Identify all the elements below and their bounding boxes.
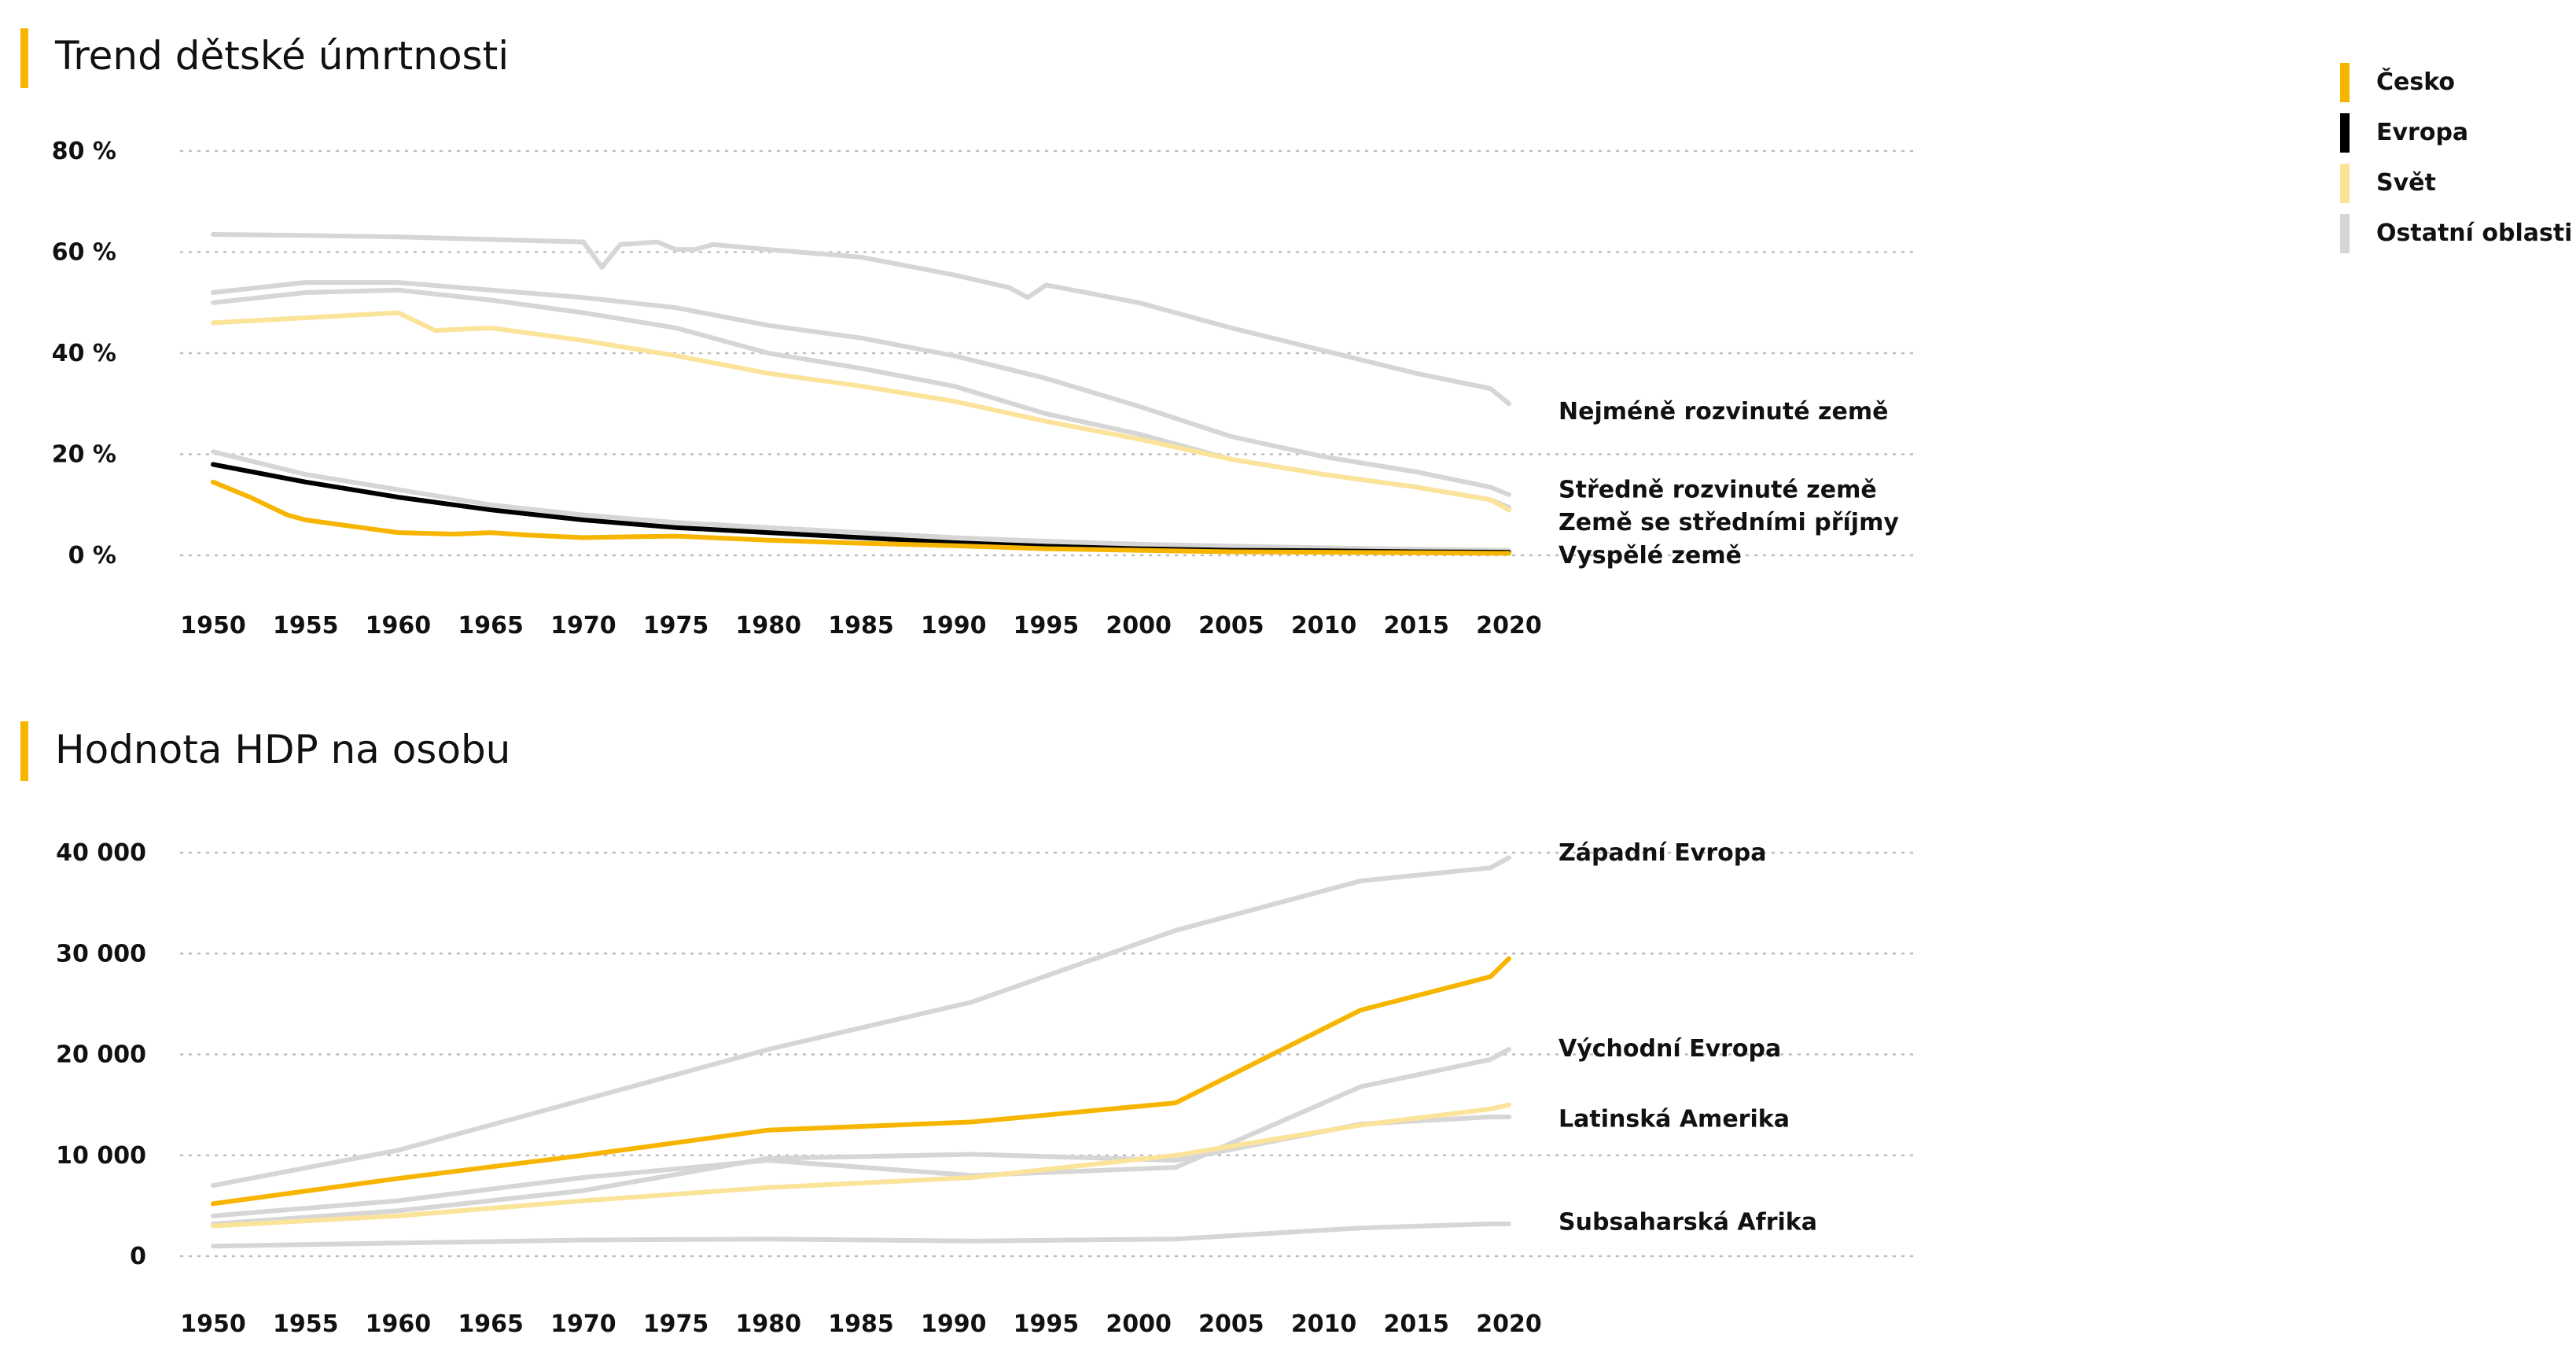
series-line-middle-developed bbox=[211, 280, 1511, 497]
x-tick-label: 1990 bbox=[921, 612, 987, 639]
x-tick-label: 1995 bbox=[1014, 612, 1080, 639]
x-tick-label: 2005 bbox=[1198, 612, 1264, 639]
x-tick-label: 2010 bbox=[1291, 1310, 1357, 1338]
chart1-title: Trend dětské úmrtnosti bbox=[54, 33, 509, 79]
series-end-label: Vyspělé země bbox=[1558, 542, 1742, 569]
y-tick-label: 20 000 bbox=[56, 1041, 146, 1069]
x-tick-label: 1980 bbox=[736, 1310, 802, 1338]
series-end-label: Subsaharská Afrika bbox=[1558, 1208, 1817, 1236]
x-tick-label: 2020 bbox=[1476, 1310, 1542, 1338]
child-mortality-chart: 0 % 20 % 40 % 60 % 80 % 1950 1955 1960 1965 1970 1… bbox=[52, 138, 1914, 639]
x-tick-label: 1990 bbox=[921, 1310, 987, 1338]
series-line-cesko bbox=[211, 956, 1511, 1207]
series-line-subsaharska-afrika bbox=[211, 1222, 1511, 1249]
series-end-label: Východní Evropa bbox=[1558, 1035, 1781, 1063]
series-line-cesko bbox=[211, 479, 1511, 556]
x-tick-label: 1950 bbox=[180, 1310, 246, 1338]
y-tick-label: 60 % bbox=[52, 239, 116, 267]
legend-swatch bbox=[2340, 63, 2350, 102]
y-tick-label: 80 % bbox=[52, 138, 116, 165]
x-tick-label: 2005 bbox=[1198, 1310, 1264, 1338]
legend: Česko Evropa Svět Ostatní oblasti bbox=[2340, 63, 2572, 253]
series-line-least-developed bbox=[211, 232, 1511, 407]
chart1-title-accent-bar bbox=[20, 28, 28, 88]
series-line-evropa bbox=[211, 462, 1511, 555]
legend-label: Ostatní oblasti bbox=[2376, 219, 2572, 247]
x-tick-label: 2015 bbox=[1384, 612, 1450, 639]
series-line-latinska-amerika bbox=[211, 1115, 1511, 1226]
x-tick-label: 2010 bbox=[1291, 612, 1357, 639]
y-tick-label: 20 % bbox=[52, 441, 116, 469]
x-tick-label: 1960 bbox=[366, 612, 432, 639]
x-tick-label: 1955 bbox=[273, 612, 339, 639]
x-tick-label: 2020 bbox=[1476, 612, 1542, 639]
x-tick-label: 1980 bbox=[736, 612, 802, 639]
legend-label: Svět bbox=[2376, 169, 2436, 197]
x-tick-label: 1970 bbox=[550, 1310, 616, 1338]
y-tick-label: 10 000 bbox=[56, 1142, 146, 1170]
y-tick-label: 40 % bbox=[52, 340, 116, 367]
y-tick-label: 40 000 bbox=[56, 839, 146, 867]
x-tick-label: 1965 bbox=[458, 612, 524, 639]
series-end-label: Středně rozvinuté země bbox=[1558, 476, 1877, 503]
x-tick-label: 2015 bbox=[1384, 1310, 1450, 1338]
series-line-svet bbox=[211, 310, 1511, 513]
y-tick-label: 0 bbox=[130, 1243, 146, 1270]
legend-label: Evropa bbox=[2376, 119, 2468, 146]
y-tick-label: 0 % bbox=[68, 542, 116, 569]
legend-swatch bbox=[2340, 214, 2350, 253]
legend-swatch bbox=[2340, 164, 2350, 203]
series-end-label: Západní Evropa bbox=[1558, 839, 1766, 867]
series-end-label: Latinská Amerika bbox=[1558, 1106, 1790, 1133]
series-end-label: Nejméně rozvinuté země bbox=[1558, 398, 1888, 426]
x-tick-label: 1995 bbox=[1014, 1310, 1080, 1338]
x-tick-label: 1965 bbox=[458, 1310, 524, 1338]
x-tick-label: 1975 bbox=[643, 1310, 709, 1338]
chart2-title: Hodnota HDP na osobu bbox=[55, 727, 510, 772]
x-tick-label: 1950 bbox=[180, 612, 246, 639]
series-line-svet bbox=[211, 1102, 1511, 1229]
x-tick-label: 2000 bbox=[1106, 612, 1172, 639]
x-tick-label: 1985 bbox=[828, 612, 894, 639]
legend-swatch bbox=[2340, 113, 2350, 153]
y-tick-label: 30 000 bbox=[56, 940, 146, 967]
x-tick-label: 1970 bbox=[550, 612, 616, 639]
series-line-developed bbox=[211, 449, 1511, 553]
chart2-title-accent-bar bbox=[20, 721, 28, 781]
gdp-per-capita-chart: 0 10 000 20 000 30 000 40 000 1950 1955 1960 196… bbox=[56, 839, 1914, 1338]
legend-label: Česko bbox=[2376, 67, 2455, 96]
x-tick-label: 2000 bbox=[1106, 1310, 1172, 1338]
series-line-zapadni-evropa bbox=[211, 855, 1511, 1189]
x-tick-label: 1960 bbox=[366, 1310, 432, 1338]
series-end-label: Země se středními příjmy bbox=[1558, 509, 1899, 536]
x-tick-label: 1985 bbox=[828, 1310, 894, 1338]
x-tick-label: 1975 bbox=[643, 612, 709, 639]
x-tick-label: 1955 bbox=[273, 1310, 339, 1338]
